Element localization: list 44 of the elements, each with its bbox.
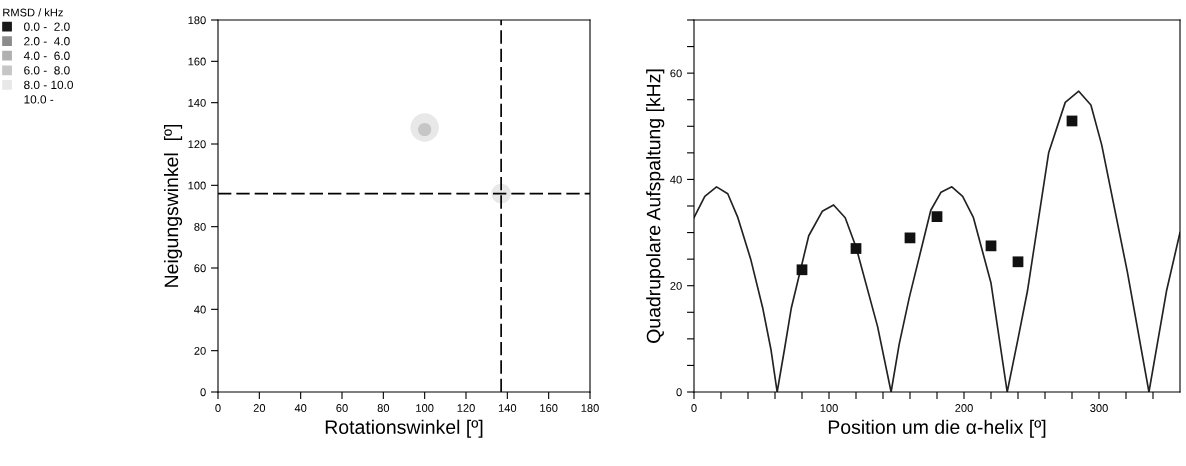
point: [1012, 256, 1024, 268]
y-tick-label: 140: [188, 98, 206, 107]
y-tick-label: 60: [670, 69, 682, 78]
legend-label: 2.0 - 4.0: [24, 37, 70, 46]
x-tick-label: 160: [540, 404, 558, 412]
x-tick-label: 100: [820, 404, 838, 412]
x-tick-label: 20: [253, 404, 266, 412]
point: [931, 211, 943, 223]
y-tick-label: 0: [200, 388, 206, 397]
point: [985, 240, 997, 252]
x-tick-label: 140: [498, 404, 517, 412]
x-tick-label: 0: [215, 404, 221, 412]
x-tick-label: 120: [457, 404, 475, 412]
x-tick-label: 300: [1090, 404, 1108, 412]
x-tick-label: 40: [294, 404, 307, 412]
point: [796, 264, 808, 276]
legend-label: 6.0 - 8.0: [24, 66, 70, 75]
y-tick-label: 40: [670, 175, 682, 184]
legend-title: RMSD / kHz: [3, 8, 63, 17]
y-tick-label: 100: [188, 181, 206, 190]
legend-label: 0.0 - 2.0: [24, 22, 70, 31]
y-tick-label: 20: [194, 346, 206, 355]
point: [850, 243, 862, 254]
y-tick-label: 20: [670, 281, 682, 290]
legend-label: 4.0 - 6.0: [23, 51, 70, 60]
x-tick-label: 0: [691, 404, 697, 412]
x-tick-label: 180: [581, 404, 599, 412]
x-axis-title: Position um die α-helix [º]: [828, 419, 1046, 438]
x-tick-label: 200: [955, 404, 973, 412]
x-tick-label: 100: [416, 404, 434, 412]
y-tick-label: 0: [676, 388, 682, 397]
legend-label: 8.0 - 10.0: [24, 80, 73, 90]
y-axis-title: Quadrupolare Aufspaltung [kHz]: [646, 69, 665, 343]
y-tick-label: 60: [194, 264, 206, 273]
y-tick-label: 80: [194, 222, 206, 231]
x-tick-label: 60: [336, 404, 348, 412]
x-tick-label: 80: [377, 404, 390, 412]
y-tick-label: 160: [188, 57, 206, 66]
x-axis-title: Rotationswinkel [º]: [325, 419, 483, 438]
y-axis-title: Neigungswinkel [º]: [163, 124, 183, 287]
y-tick-label: 120: [188, 140, 206, 149]
y-tick-label: 40: [194, 305, 206, 314]
y-tick-label: 180: [188, 16, 206, 25]
text: 10.0 -: [24, 95, 54, 104]
